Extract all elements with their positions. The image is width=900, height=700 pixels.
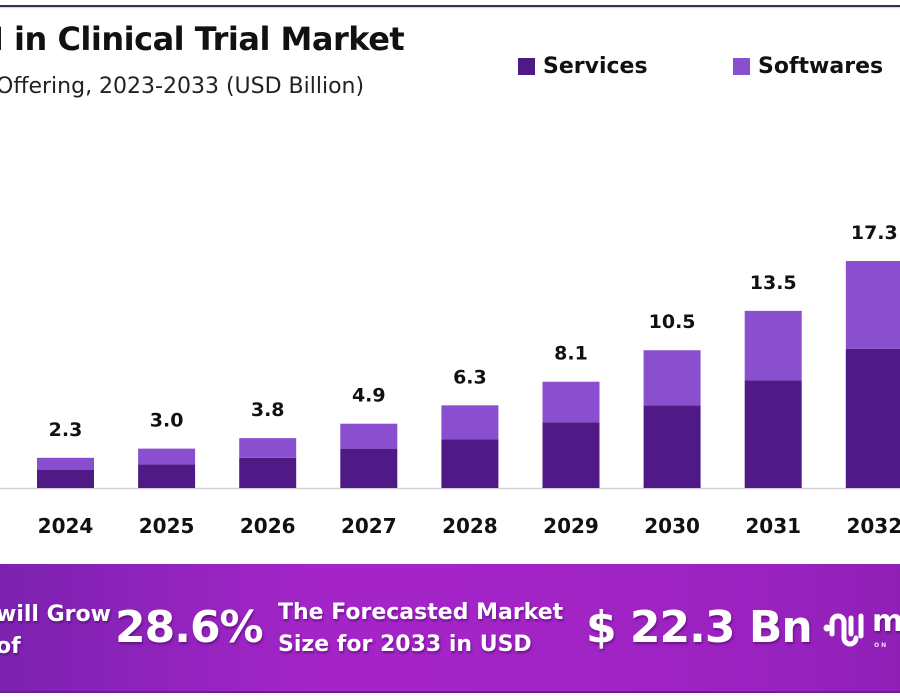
bar-value-label-2025: 3.0 (150, 410, 184, 432)
bar-segment-softwares-2025 (138, 448, 196, 465)
legend-label-services: Services (543, 54, 648, 79)
bar-value-label-2032: 17.3 (851, 222, 898, 244)
bar-value-label-2027: 4.9 (352, 385, 386, 407)
x-tick-label-2028: 2028 (442, 514, 498, 538)
bar-segment-services-2029 (542, 422, 600, 488)
bar-value-label-2029: 8.1 (554, 343, 588, 365)
bar-segment-softwares-2026 (239, 438, 297, 458)
bar-value-label-2028: 6.3 (453, 366, 487, 388)
cagr-value: 28.6% (115, 602, 264, 653)
grow-text-line1: will Grow (0, 602, 111, 627)
forecast-text-line1: The Forecasted Market (278, 600, 564, 625)
bar-segment-services-2026 (239, 457, 297, 488)
x-tick-label-2024: 2024 (38, 514, 94, 538)
x-tick-label-2030: 2030 (644, 514, 700, 538)
market-size-value: $ 22.3 Bn (586, 602, 813, 653)
brand-subtext: ON (874, 642, 889, 649)
grow-text-line2: of (0, 634, 21, 659)
bar-segment-services-2032 (845, 348, 900, 488)
brand-wave-logo-icon (823, 613, 864, 647)
bar-segment-softwares-2024 (37, 457, 94, 470)
bar-segment-softwares-2028 (441, 405, 499, 440)
bar-value-label-2031: 13.5 (750, 272, 797, 294)
bar-segment-softwares-2029 (542, 381, 600, 423)
bar-segment-softwares-2031 (744, 310, 802, 381)
legend-swatch-services (518, 58, 535, 75)
bar-value-label-2030: 10.5 (649, 311, 696, 333)
x-tick-label-2031: 2031 (745, 514, 801, 538)
x-tick-label-2032: 2032 (846, 514, 900, 538)
forecast-text-line2: Size for 2033 in USD (278, 632, 532, 657)
x-tick-label-2029: 2029 (543, 514, 599, 538)
chart-title: I in Clinical Trial Market (0, 20, 405, 58)
top-rule (0, 5, 900, 7)
bar-segment-softwares-2032 (845, 261, 900, 349)
legend-item-services: Services (518, 54, 648, 79)
bar-segment-services-2028 (441, 439, 499, 488)
x-tick-label-2026: 2026 (240, 514, 296, 538)
legend-item-softwares: Softwares (733, 54, 883, 79)
bar-segment-services-2030 (643, 405, 701, 488)
x-tick-label-2027: 2027 (341, 514, 397, 538)
summary-banner: will Grow of 28.6% The Forecasted Market… (0, 564, 900, 693)
legend-swatch-softwares (733, 58, 750, 75)
bar-value-label-2024: 2.3 (49, 419, 83, 441)
chart-subtitle: Offering, 2023-2033 (USD Billion) (0, 74, 365, 99)
bar-segment-services-2025 (138, 464, 196, 488)
legend-label-softwares: Softwares (758, 54, 884, 79)
x-tick-label-2025: 2025 (139, 514, 195, 538)
bar-segment-softwares-2030 (643, 350, 701, 406)
bar-value-label-2026: 3.8 (251, 399, 285, 421)
bar-chart: 2.3 2024 3.0 2025 3.8 2026 4.9 2027 6.3 2028 8.1 20… (0, 222, 900, 538)
brand-letter: m (872, 604, 900, 639)
bar-segment-services-2024 (37, 469, 94, 488)
bar-segment-services-2031 (744, 380, 802, 488)
bar-segment-services-2027 (340, 448, 398, 488)
bar-segment-softwares-2027 (340, 423, 398, 449)
